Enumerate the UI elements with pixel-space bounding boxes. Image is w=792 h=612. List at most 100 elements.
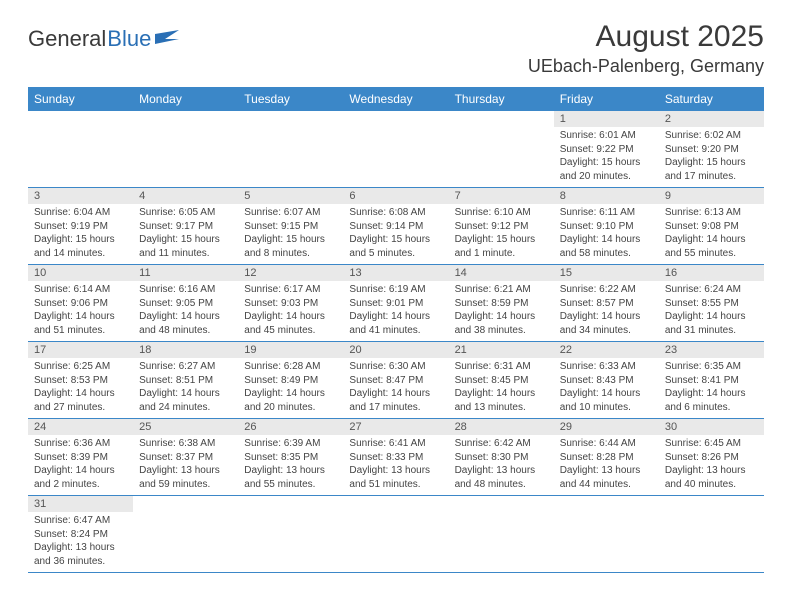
- weekday-header: Sunday: [28, 87, 133, 111]
- day-number-cell: [343, 496, 448, 513]
- day-data-cell: [554, 512, 659, 573]
- logo-word2: Blue: [107, 26, 151, 52]
- day-data-cell: Sunrise: 6:14 AMSunset: 9:06 PMDaylight:…: [28, 281, 133, 342]
- day-data-cell: Sunrise: 6:16 AMSunset: 9:05 PMDaylight:…: [133, 281, 238, 342]
- sunrise-text: Sunrise: 6:02 AM: [665, 129, 758, 143]
- weekday-header-row: Sunday Monday Tuesday Wednesday Thursday…: [28, 87, 764, 111]
- weekday-header: Tuesday: [238, 87, 343, 111]
- day-number-cell: 21: [449, 342, 554, 359]
- daylight-text-1: Daylight: 14 hours: [455, 387, 548, 401]
- location: UEbach-Palenberg, Germany: [528, 56, 764, 77]
- weekday-header: Wednesday: [343, 87, 448, 111]
- day-number-cell: 12: [238, 265, 343, 282]
- sunrise-text: Sunrise: 6:27 AM: [139, 360, 232, 374]
- daylight-text-2: and 11 minutes.: [139, 247, 232, 261]
- sunset-text: Sunset: 9:05 PM: [139, 297, 232, 311]
- daylight-text-2: and 40 minutes.: [665, 478, 758, 492]
- sunset-text: Sunset: 8:33 PM: [349, 451, 442, 465]
- sunset-text: Sunset: 8:55 PM: [665, 297, 758, 311]
- day-data-cell: Sunrise: 6:25 AMSunset: 8:53 PMDaylight:…: [28, 358, 133, 419]
- data-row: Sunrise: 6:25 AMSunset: 8:53 PMDaylight:…: [28, 358, 764, 419]
- sunset-text: Sunset: 9:20 PM: [665, 143, 758, 157]
- day-number-cell: [449, 496, 554, 513]
- sunset-text: Sunset: 8:59 PM: [455, 297, 548, 311]
- sunset-text: Sunset: 9:08 PM: [665, 220, 758, 234]
- daylight-text-1: Daylight: 14 hours: [665, 233, 758, 247]
- sunset-text: Sunset: 8:51 PM: [139, 374, 232, 388]
- daylight-text-2: and 5 minutes.: [349, 247, 442, 261]
- daylight-text-1: Daylight: 14 hours: [34, 464, 127, 478]
- day-data-cell: Sunrise: 6:05 AMSunset: 9:17 PMDaylight:…: [133, 204, 238, 265]
- day-data-cell: Sunrise: 6:33 AMSunset: 8:43 PMDaylight:…: [554, 358, 659, 419]
- day-data-cell: Sunrise: 6:31 AMSunset: 8:45 PMDaylight:…: [449, 358, 554, 419]
- day-data-cell: Sunrise: 6:01 AMSunset: 9:22 PMDaylight:…: [554, 127, 659, 188]
- month-title: August 2025: [528, 20, 764, 54]
- day-number-cell: 23: [659, 342, 764, 359]
- day-number-cell: 17: [28, 342, 133, 359]
- sunrise-text: Sunrise: 6:07 AM: [244, 206, 337, 220]
- daylight-text-2: and 55 minutes.: [665, 247, 758, 261]
- data-row: Sunrise: 6:04 AMSunset: 9:19 PMDaylight:…: [28, 204, 764, 265]
- daylight-text-2: and 31 minutes.: [665, 324, 758, 338]
- data-row: Sunrise: 6:01 AMSunset: 9:22 PMDaylight:…: [28, 127, 764, 188]
- day-number-cell: 16: [659, 265, 764, 282]
- data-row: Sunrise: 6:47 AMSunset: 8:24 PMDaylight:…: [28, 512, 764, 573]
- day-data-cell: Sunrise: 6:44 AMSunset: 8:28 PMDaylight:…: [554, 435, 659, 496]
- day-data-cell: Sunrise: 6:19 AMSunset: 9:01 PMDaylight:…: [343, 281, 448, 342]
- daylight-text-2: and 38 minutes.: [455, 324, 548, 338]
- day-number-cell: 8: [554, 188, 659, 205]
- day-number-cell: 15: [554, 265, 659, 282]
- daylight-text-1: Daylight: 14 hours: [34, 387, 127, 401]
- sunrise-text: Sunrise: 6:16 AM: [139, 283, 232, 297]
- daylight-text-2: and 24 minutes.: [139, 401, 232, 415]
- daylight-text-1: Daylight: 15 hours: [349, 233, 442, 247]
- day-data-cell: [238, 127, 343, 188]
- daylight-text-1: Daylight: 13 hours: [560, 464, 653, 478]
- day-number-cell: [28, 111, 133, 127]
- sunrise-text: Sunrise: 6:42 AM: [455, 437, 548, 451]
- daylight-text-2: and 17 minutes.: [349, 401, 442, 415]
- sunset-text: Sunset: 8:26 PM: [665, 451, 758, 465]
- daylight-text-1: Daylight: 13 hours: [455, 464, 548, 478]
- daylight-text-1: Daylight: 14 hours: [139, 310, 232, 324]
- daylight-text-1: Daylight: 15 hours: [139, 233, 232, 247]
- sunset-text: Sunset: 8:49 PM: [244, 374, 337, 388]
- data-row: Sunrise: 6:36 AMSunset: 8:39 PMDaylight:…: [28, 435, 764, 496]
- sunset-text: Sunset: 9:19 PM: [34, 220, 127, 234]
- daylight-text-2: and 10 minutes.: [560, 401, 653, 415]
- sunset-text: Sunset: 8:57 PM: [560, 297, 653, 311]
- daynum-row: 31: [28, 496, 764, 513]
- sunset-text: Sunset: 8:47 PM: [349, 374, 442, 388]
- day-data-cell: Sunrise: 6:24 AMSunset: 8:55 PMDaylight:…: [659, 281, 764, 342]
- daynum-row: 17181920212223: [28, 342, 764, 359]
- day-data-cell: Sunrise: 6:08 AMSunset: 9:14 PMDaylight:…: [343, 204, 448, 265]
- daynum-row: 10111213141516: [28, 265, 764, 282]
- day-number-cell: 2: [659, 111, 764, 127]
- daylight-text-1: Daylight: 15 hours: [665, 156, 758, 170]
- daylight-text-1: Daylight: 15 hours: [244, 233, 337, 247]
- day-data-cell: Sunrise: 6:36 AMSunset: 8:39 PMDaylight:…: [28, 435, 133, 496]
- sunset-text: Sunset: 9:12 PM: [455, 220, 548, 234]
- day-number-cell: 30: [659, 419, 764, 436]
- daylight-text-2: and 51 minutes.: [34, 324, 127, 338]
- day-number-cell: 24: [28, 419, 133, 436]
- sunset-text: Sunset: 8:53 PM: [34, 374, 127, 388]
- day-number-cell: [133, 496, 238, 513]
- logo: GeneralBlue: [28, 26, 181, 52]
- day-data-cell: Sunrise: 6:11 AMSunset: 9:10 PMDaylight:…: [554, 204, 659, 265]
- daylight-text-2: and 45 minutes.: [244, 324, 337, 338]
- daylight-text-1: Daylight: 14 hours: [244, 310, 337, 324]
- day-data-cell: [133, 512, 238, 573]
- day-data-cell: Sunrise: 6:28 AMSunset: 8:49 PMDaylight:…: [238, 358, 343, 419]
- daylight-text-1: Daylight: 14 hours: [665, 387, 758, 401]
- daylight-text-2: and 44 minutes.: [560, 478, 653, 492]
- day-number-cell: [133, 111, 238, 127]
- sunrise-text: Sunrise: 6:19 AM: [349, 283, 442, 297]
- sunrise-text: Sunrise: 6:24 AM: [665, 283, 758, 297]
- sunset-text: Sunset: 8:37 PM: [139, 451, 232, 465]
- day-number-cell: 4: [133, 188, 238, 205]
- sunrise-text: Sunrise: 6:08 AM: [349, 206, 442, 220]
- sunrise-text: Sunrise: 6:01 AM: [560, 129, 653, 143]
- daylight-text-2: and 48 minutes.: [139, 324, 232, 338]
- weekday-header: Saturday: [659, 87, 764, 111]
